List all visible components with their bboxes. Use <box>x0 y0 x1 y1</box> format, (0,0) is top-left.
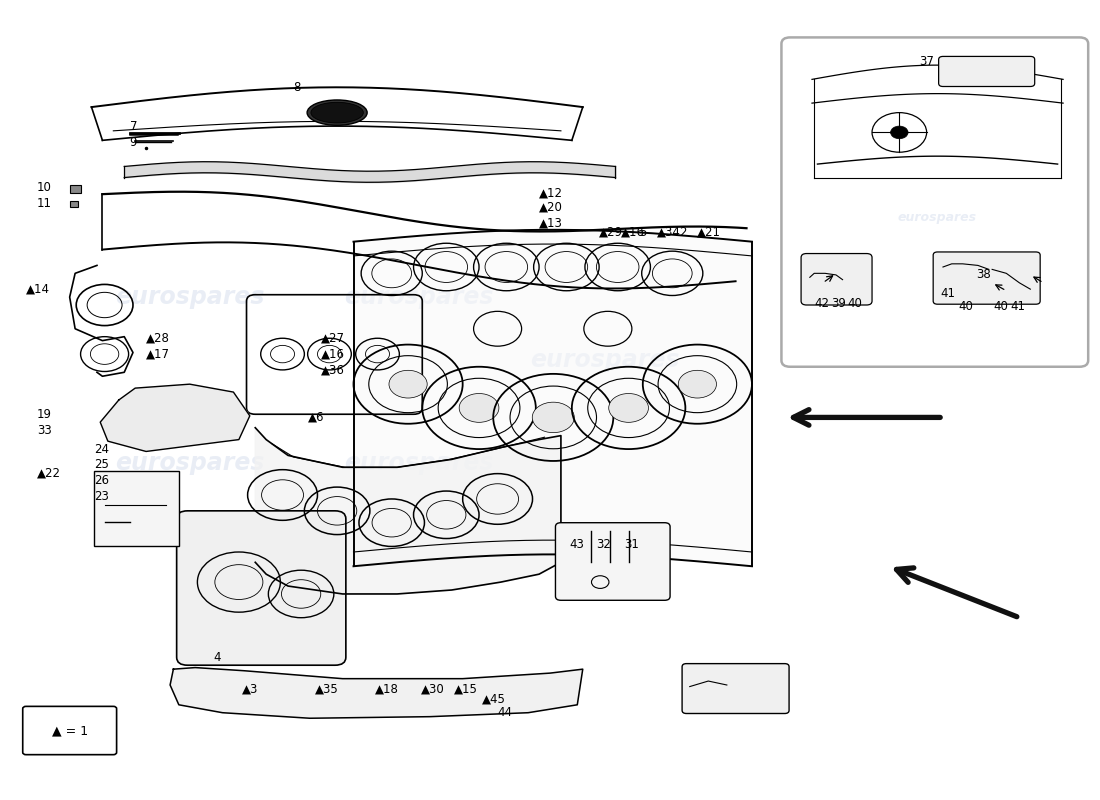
Circle shape <box>389 370 427 398</box>
Bar <box>69 185 80 193</box>
Circle shape <box>532 402 574 433</box>
Circle shape <box>608 394 649 422</box>
Text: ▲14: ▲14 <box>26 282 50 296</box>
Text: ▲16: ▲16 <box>321 347 344 361</box>
Text: 8: 8 <box>294 81 300 94</box>
Text: ▲18: ▲18 <box>375 682 399 695</box>
Text: 42: 42 <box>814 297 829 310</box>
Polygon shape <box>100 384 250 451</box>
Text: ▲36: ▲36 <box>321 363 344 377</box>
FancyBboxPatch shape <box>556 522 670 600</box>
Ellipse shape <box>307 100 367 126</box>
Text: 10: 10 <box>37 182 52 194</box>
Text: eurospares: eurospares <box>530 349 680 373</box>
FancyBboxPatch shape <box>801 254 872 305</box>
Text: 38: 38 <box>976 269 990 282</box>
Text: ▲20: ▲20 <box>539 200 563 214</box>
Text: ▲22: ▲22 <box>37 466 60 479</box>
Text: 40: 40 <box>993 300 1008 313</box>
Text: eurospares: eurospares <box>116 451 264 475</box>
Text: 11: 11 <box>37 197 52 210</box>
Text: ▲21: ▲21 <box>697 226 722 238</box>
Text: ▲27: ▲27 <box>321 332 344 345</box>
FancyBboxPatch shape <box>938 57 1035 86</box>
Text: ▲28: ▲28 <box>146 332 170 345</box>
FancyBboxPatch shape <box>177 511 345 666</box>
Text: eurospares: eurospares <box>116 285 264 309</box>
Text: eurospares: eurospares <box>344 451 494 475</box>
Circle shape <box>679 370 716 398</box>
Text: 41: 41 <box>1011 300 1025 313</box>
Polygon shape <box>170 667 583 718</box>
Text: ▲35: ▲35 <box>316 682 339 695</box>
Ellipse shape <box>311 102 363 123</box>
Circle shape <box>459 394 499 422</box>
Text: ▲45: ▲45 <box>482 693 506 706</box>
FancyBboxPatch shape <box>781 38 1088 366</box>
FancyBboxPatch shape <box>933 252 1041 304</box>
Bar <box>94 471 179 546</box>
Text: ▲16: ▲16 <box>621 226 645 238</box>
Text: 4: 4 <box>213 650 221 664</box>
Text: 44: 44 <box>497 706 513 719</box>
Text: ▲17: ▲17 <box>146 347 170 361</box>
Text: 23: 23 <box>94 490 109 503</box>
Text: ▲12: ▲12 <box>539 186 563 199</box>
Text: 5: 5 <box>639 226 647 238</box>
Text: 19: 19 <box>37 408 52 421</box>
Text: 40: 40 <box>847 297 861 310</box>
Text: 25: 25 <box>94 458 109 471</box>
Bar <box>69 201 78 207</box>
Text: ▲3: ▲3 <box>242 682 258 695</box>
Text: 7: 7 <box>130 120 138 134</box>
Text: eurospares: eurospares <box>781 174 931 198</box>
Text: 33: 33 <box>37 423 52 437</box>
Text: eurospares: eurospares <box>781 246 931 270</box>
Text: 43: 43 <box>570 538 584 550</box>
Polygon shape <box>255 428 561 594</box>
Text: ▲30: ▲30 <box>421 682 444 695</box>
Circle shape <box>891 126 909 138</box>
Text: ▲34: ▲34 <box>657 226 681 238</box>
Text: eurospares: eurospares <box>898 211 977 225</box>
Text: 24: 24 <box>94 442 109 455</box>
Text: ▲ = 1: ▲ = 1 <box>52 724 88 737</box>
Text: ▲13: ▲13 <box>539 216 563 229</box>
Text: 2: 2 <box>679 226 686 238</box>
Text: 39: 39 <box>832 297 847 310</box>
Text: 41: 41 <box>940 286 956 300</box>
Text: 31: 31 <box>624 538 639 550</box>
Text: 9: 9 <box>130 136 138 150</box>
Text: 37: 37 <box>918 54 934 68</box>
Text: eurospares: eurospares <box>344 285 494 309</box>
Text: ▲6: ▲6 <box>308 411 324 424</box>
Text: 32: 32 <box>596 538 611 550</box>
Text: 40: 40 <box>958 300 974 313</box>
Text: ▲15: ▲15 <box>454 682 477 695</box>
Text: ▲29: ▲29 <box>600 226 623 238</box>
FancyBboxPatch shape <box>23 706 117 754</box>
FancyBboxPatch shape <box>682 664 789 714</box>
Text: 26: 26 <box>94 474 109 487</box>
